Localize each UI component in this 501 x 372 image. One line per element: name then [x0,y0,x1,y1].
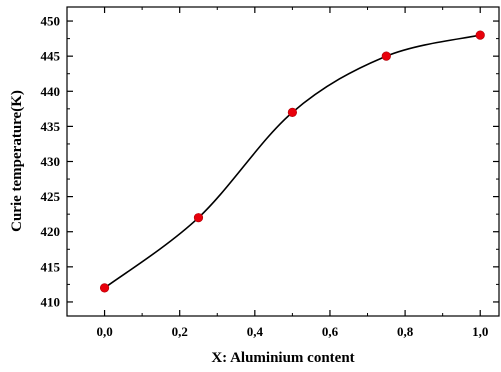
y-tick-label: 435 [41,119,61,134]
x-tick-label: 0,0 [96,324,112,339]
data-point [99,283,110,293]
data-point [475,30,485,40]
x-tick-label: 0,8 [397,324,414,339]
x-tick-labels: 0,0 0,2 0,4 0,6 0,8 1,0 [96,324,488,339]
y-tick-label: 450 [41,14,61,29]
y-tick-label: 410 [41,294,61,309]
data-point [381,51,391,61]
data-point [287,107,297,117]
y-tick-label: 440 [41,84,61,99]
x-tick-label: 0,2 [172,324,188,339]
x-axis-title: X: Aluminium content [211,350,354,366]
data-markers [99,30,485,293]
x-tick-label: 0,6 [322,324,339,339]
y-tick-label: 445 [41,49,61,64]
y-tick-label: 425 [41,189,61,204]
y-tick-label: 420 [41,224,61,239]
x-tick-label: 1,0 [472,324,488,339]
y-tick-labels: 410 415 420 425 430 435 440 445 450 [41,14,61,310]
y-tick-label: 415 [41,259,61,274]
series-line [104,34,481,289]
x-axis-ticks [103,7,481,316]
y-tick-label: 430 [41,154,61,169]
x-tick-label: 0,4 [247,324,264,339]
data-point [193,213,204,223]
y-axis-title: Curie temperature(K) [9,90,25,232]
y-axis-ticks [67,20,499,303]
